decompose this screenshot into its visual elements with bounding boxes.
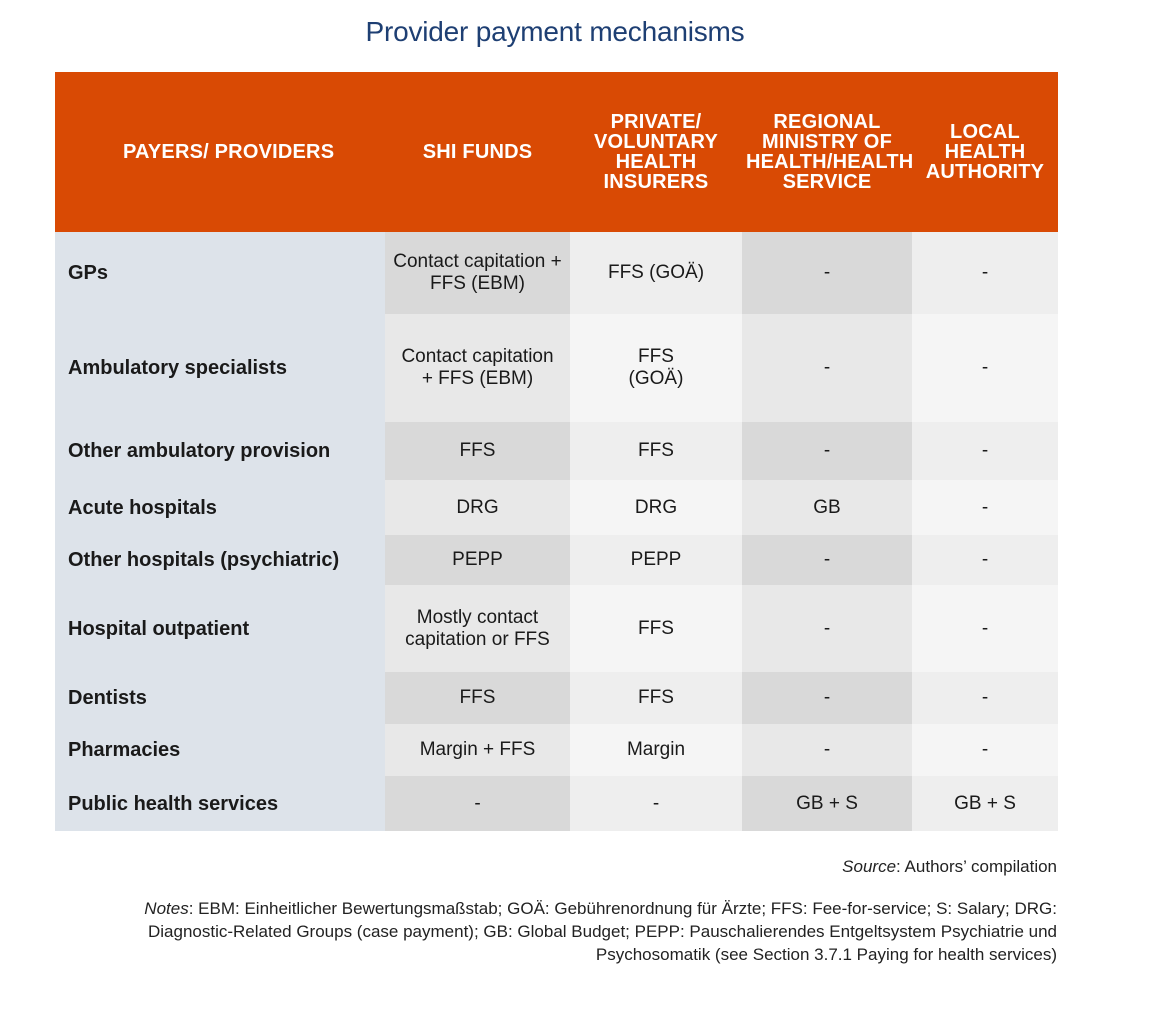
- table-cell: -: [570, 776, 742, 831]
- table-cell: -: [912, 422, 1058, 480]
- row-label: Pharmacies: [55, 724, 385, 776]
- row-label: Public health services: [55, 776, 385, 831]
- row-label: Other ambulatory provision: [55, 422, 385, 480]
- row-label: Hospital outpatient: [55, 585, 385, 672]
- table-cell: GB + S: [742, 776, 912, 831]
- table-cell: -: [912, 232, 1058, 314]
- table-cell: GB: [742, 480, 912, 535]
- table-cell: FFS: [570, 672, 742, 724]
- table-row: Acute hospitals DRG DRG GB -: [55, 480, 1058, 535]
- source-note: Source: Authors’ compilation: [842, 857, 1057, 877]
- cell-text: FFS (GOÄ): [628, 346, 684, 389]
- source-label: Source: [842, 857, 897, 876]
- table-cell: -: [912, 724, 1058, 776]
- column-header-regional-ministry: REGIONAL MINISTRY OF HEALTH/HEALTH SERVI…: [742, 72, 913, 232]
- table-row: Hospital outpatient Mostly contact capit…: [55, 585, 1058, 672]
- column-header-local-health-authority: LOCAL HEALTH AUTHORITY: [912, 72, 1058, 232]
- row-label: Other hospitals (psychiatric): [55, 535, 385, 585]
- table-cell: -: [742, 232, 912, 314]
- row-label: Ambulatory specialists: [55, 314, 385, 422]
- table-row: Public health services - - GB + S GB + S: [55, 776, 1058, 831]
- table-cell: DRG: [385, 480, 570, 535]
- table-cell: -: [742, 585, 912, 672]
- table-cell: -: [912, 535, 1058, 585]
- table-cell: -: [742, 724, 912, 776]
- table-row: Ambulatory specialists Contact capitatio…: [55, 314, 1058, 422]
- cell-text: Contact capitation + FFS (EBM): [401, 346, 554, 389]
- table-cell: DRG: [570, 480, 742, 535]
- table-row: Other ambulatory provision FFS FFS - -: [55, 422, 1058, 480]
- table-header-row: PAYERS/ PROVIDERS SHI FUNDS PRIVATE/ VOL…: [55, 72, 1058, 232]
- page-title: Provider payment mechanisms: [365, 16, 745, 47]
- table-row: Dentists FFS FFS - -: [55, 672, 1058, 724]
- cell-text: Mostly contact capitation or FFS: [405, 606, 550, 650]
- table-cell: -: [742, 672, 912, 724]
- table-cell: -: [912, 672, 1058, 724]
- table-cell: Mostly contact capitation or FFS: [385, 585, 570, 672]
- table-cell: -: [912, 314, 1058, 422]
- payment-table: PAYERS/ PROVIDERS SHI FUNDS PRIVATE/ VOL…: [55, 72, 1058, 831]
- table-cell: PEPP: [570, 535, 742, 585]
- table-cell: -: [912, 480, 1058, 535]
- table-cell: FFS (GOÄ): [570, 314, 742, 422]
- table-cell: Margin + FFS: [385, 724, 570, 776]
- table-cell: FFS: [385, 672, 570, 724]
- table-cell: -: [385, 776, 570, 831]
- table-row: Pharmacies Margin + FFS Margin - -: [55, 724, 1058, 776]
- table-cell: -: [742, 422, 912, 480]
- column-header-private-insurers: PRIVATE/ VOLUNTARY HEALTH INSURERS: [570, 72, 742, 232]
- table-cell: Margin: [570, 724, 742, 776]
- table-cell: FFS (GOÄ): [570, 232, 742, 314]
- notes: Notes: EBM: Einheitlicher Bewertungsmaßs…: [137, 897, 1057, 966]
- table-cell: Contact capitation + FFS (EBM): [385, 232, 570, 314]
- table-cell: FFS: [570, 585, 742, 672]
- column-header-shi-funds: SHI FUNDS: [385, 72, 570, 232]
- table-cell: FFS: [570, 422, 742, 480]
- row-label: Acute hospitals: [55, 480, 385, 535]
- notes-label: Notes: [144, 899, 189, 918]
- table-cell: -: [912, 585, 1058, 672]
- row-label: GPs: [55, 232, 385, 314]
- column-header-payers-providers: PAYERS/ PROVIDERS: [55, 72, 385, 232]
- table-row: Other hospitals (psychiatric) PEPP PEPP …: [55, 535, 1058, 585]
- table-row: GPs Contact capitation + FFS (EBM) FFS (…: [55, 232, 1058, 314]
- source-text: : Authors’ compilation: [896, 857, 1057, 876]
- table-cell: -: [742, 314, 912, 422]
- table-cell: PEPP: [385, 535, 570, 585]
- table-cell: Contact capitation + FFS (EBM): [385, 314, 570, 422]
- table-cell: -: [742, 535, 912, 585]
- notes-text: : EBM: Einheitlicher Bewertungsmaßstab; …: [147, 899, 1057, 964]
- table-cell: GB + S: [912, 776, 1058, 831]
- table-cell: FFS: [385, 422, 570, 480]
- row-label: Dentists: [55, 672, 385, 724]
